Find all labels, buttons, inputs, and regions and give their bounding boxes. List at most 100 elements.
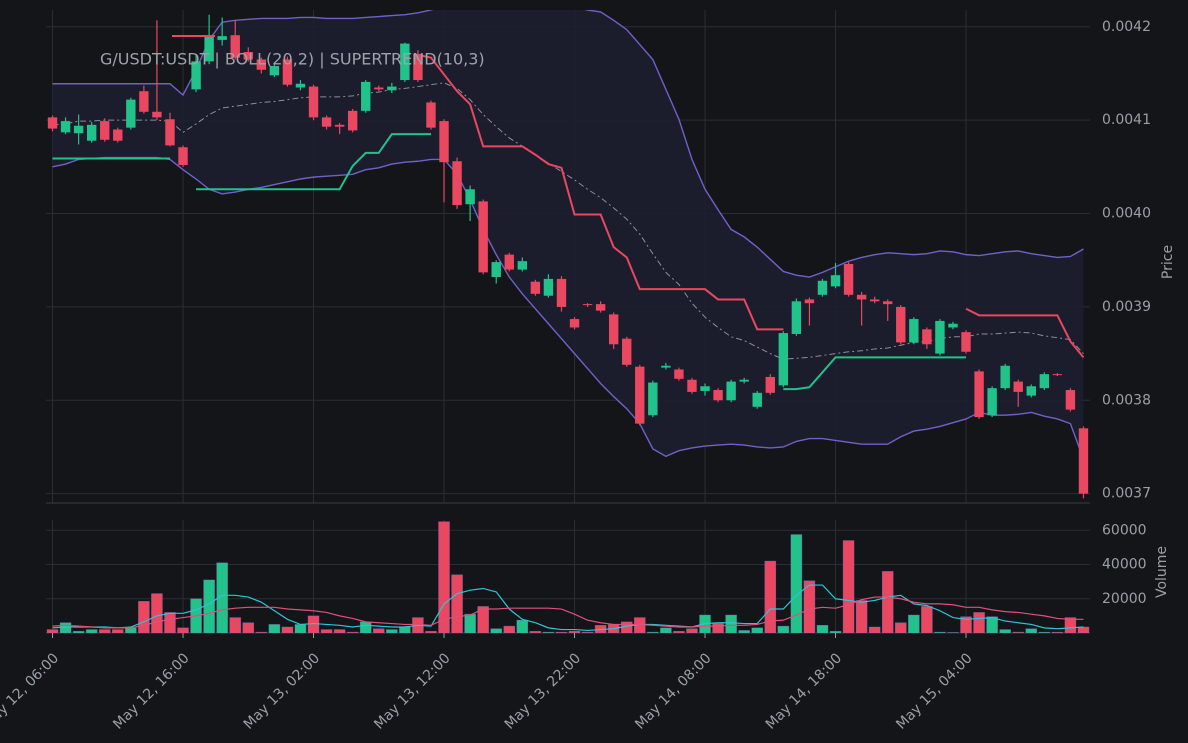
y-tick-label: 20000 bbox=[1102, 591, 1147, 607]
candle-body bbox=[230, 35, 240, 58]
candle-body bbox=[648, 382, 658, 416]
volume-bar bbox=[999, 629, 1011, 633]
volume-bar bbox=[568, 630, 581, 633]
candle-body bbox=[922, 329, 932, 345]
candle-body bbox=[543, 278, 554, 296]
volume-bar bbox=[555, 631, 568, 633]
bollinger-upper bbox=[52, 10, 1084, 278]
price-panel bbox=[47, 10, 1089, 499]
volume-bar bbox=[516, 619, 529, 633]
candle-body bbox=[504, 254, 514, 270]
candle-body bbox=[139, 91, 149, 112]
volume-bar bbox=[503, 625, 516, 633]
candle-body bbox=[439, 121, 449, 163]
volume-bar bbox=[216, 562, 228, 633]
volume-bar bbox=[660, 627, 672, 633]
candle-body bbox=[948, 323, 958, 328]
volume-bar bbox=[790, 534, 803, 633]
candle-body bbox=[269, 66, 280, 76]
candle-body bbox=[661, 365, 671, 368]
candle-body bbox=[282, 59, 293, 85]
candle-body bbox=[791, 301, 802, 334]
volume-bar bbox=[647, 631, 659, 633]
volume-bar bbox=[881, 571, 894, 633]
volume-bar bbox=[294, 624, 307, 633]
candle-body bbox=[778, 333, 789, 386]
candle-body bbox=[713, 390, 723, 401]
candle-body bbox=[217, 36, 227, 40]
candle-body bbox=[465, 189, 475, 205]
supertrend-down bbox=[417, 53, 1085, 358]
volume-bar bbox=[581, 631, 594, 633]
candle-body bbox=[256, 59, 267, 70]
candle-body bbox=[295, 83, 306, 88]
candle-body bbox=[361, 81, 371, 111]
candle-body bbox=[530, 281, 541, 294]
candle-body bbox=[752, 392, 762, 407]
candle-body bbox=[896, 306, 906, 343]
volume-bar bbox=[751, 627, 764, 633]
y-tick-label: 0.0042 bbox=[1102, 19, 1151, 35]
volume-bar bbox=[816, 624, 829, 633]
candle-body bbox=[883, 301, 893, 305]
volume-bar bbox=[986, 616, 998, 633]
candle-body bbox=[804, 299, 815, 304]
chart-title: G/USDT:USDT | BOLL(20,2) | SUPERTREND(10… bbox=[100, 50, 485, 69]
candle-body bbox=[569, 319, 580, 328]
volume-bar bbox=[1012, 631, 1025, 633]
volume-bar bbox=[477, 606, 489, 633]
candle-body bbox=[243, 52, 253, 60]
volume-bar bbox=[829, 630, 842, 633]
candle-body bbox=[582, 304, 593, 306]
volume-bar bbox=[98, 629, 111, 633]
volume-bar bbox=[138, 601, 150, 633]
candle-body bbox=[595, 304, 606, 311]
y-axis-label: Price bbox=[1160, 245, 1176, 279]
volume-bar bbox=[255, 631, 268, 633]
volume-bar bbox=[764, 560, 777, 633]
volume-panel bbox=[46, 521, 1090, 633]
candle-body bbox=[1065, 390, 1076, 410]
volume-bar bbox=[46, 629, 59, 633]
candle-body bbox=[987, 388, 997, 416]
candle-body bbox=[869, 299, 880, 302]
volume-bar bbox=[72, 630, 85, 633]
bollinger-lower bbox=[52, 156, 1085, 460]
candle-body bbox=[308, 86, 319, 118]
candle-body bbox=[152, 111, 162, 118]
volume-bar bbox=[125, 627, 137, 633]
volume-bar bbox=[738, 630, 750, 633]
bollinger-band-fill bbox=[52, 10, 1084, 460]
volume-bar bbox=[333, 629, 346, 633]
volume-bar bbox=[386, 629, 398, 633]
candle-body bbox=[909, 319, 919, 343]
candle-body bbox=[165, 119, 175, 146]
candle-body bbox=[1026, 386, 1036, 396]
volume-bar bbox=[855, 600, 868, 633]
volume-bar bbox=[934, 631, 946, 633]
candle-body bbox=[47, 117, 58, 129]
volume-bar bbox=[372, 628, 385, 633]
candle-body bbox=[426, 102, 436, 128]
candle-body bbox=[191, 61, 201, 90]
y-axis-label: Volume bbox=[1154, 546, 1170, 598]
volume-bar bbox=[425, 630, 437, 633]
candle-body bbox=[674, 369, 684, 379]
volume-bar bbox=[85, 629, 98, 633]
candle-body bbox=[974, 371, 984, 418]
volume-bar bbox=[960, 616, 972, 633]
volume-bar bbox=[894, 622, 907, 633]
volume-bar bbox=[1077, 626, 1090, 633]
candle-body bbox=[765, 376, 775, 393]
candle-body bbox=[100, 121, 110, 140]
volume-bar bbox=[229, 617, 242, 633]
volume-ma-line bbox=[52, 584, 1084, 632]
candle-body bbox=[491, 262, 501, 278]
candle-body bbox=[556, 278, 567, 307]
volume-bar bbox=[346, 631, 359, 633]
candle-body bbox=[830, 275, 841, 287]
candle-body bbox=[1013, 381, 1023, 392]
volume-bar bbox=[111, 629, 124, 633]
volume-bar bbox=[359, 621, 372, 633]
